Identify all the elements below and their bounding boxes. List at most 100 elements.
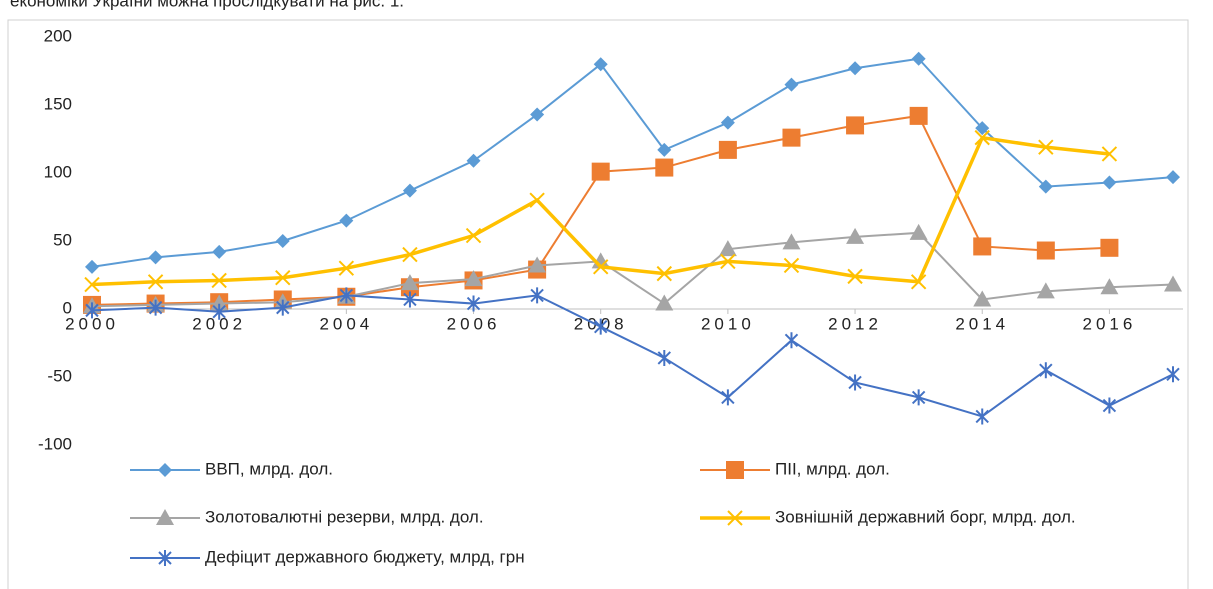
marker [911, 51, 926, 66]
marker [158, 550, 172, 566]
x-tick-label: 2010 [701, 314, 755, 333]
marker [973, 290, 992, 307]
y-tick-label: 50 [53, 230, 72, 249]
legend-item: ПІІ, млрд. дол. [700, 459, 890, 479]
marker [1036, 282, 1055, 299]
marker [721, 389, 735, 406]
marker [1100, 238, 1119, 257]
marker [848, 61, 863, 76]
marker [782, 233, 801, 250]
marker [591, 162, 610, 181]
marker [726, 461, 744, 479]
marker [975, 408, 989, 425]
y-tick-label: 100 [44, 162, 72, 181]
x-tick-label: 2016 [1082, 314, 1136, 333]
marker [276, 299, 290, 316]
marker [848, 374, 862, 391]
marker [718, 140, 737, 159]
marker [466, 153, 481, 168]
marker [1036, 241, 1055, 260]
marker [528, 256, 547, 273]
marker [1166, 170, 1180, 185]
legend-item: Дефіцит державного бюджету, млрд, грн [130, 547, 525, 566]
series-line [91, 114, 1110, 306]
marker [1102, 175, 1117, 190]
y-tick-label: 0 [63, 298, 72, 317]
marker [655, 158, 674, 177]
marker [974, 129, 990, 146]
marker [655, 294, 674, 311]
marker [211, 272, 227, 289]
marker [909, 106, 928, 125]
marker [1039, 362, 1053, 379]
marker [212, 303, 226, 320]
marker [1038, 139, 1054, 155]
marker [909, 223, 928, 240]
marker [530, 107, 545, 122]
marker [657, 349, 672, 366]
marker [592, 259, 609, 275]
marker [339, 213, 354, 228]
marker [530, 287, 544, 304]
marker [657, 142, 672, 157]
legend-label: ПІІ, млрд. дол. [775, 459, 890, 478]
marker [400, 274, 419, 291]
marker [1101, 146, 1118, 162]
marker [1164, 275, 1182, 292]
series-line [91, 231, 1174, 308]
marker [1038, 179, 1053, 194]
marker [148, 299, 163, 316]
series-line [91, 294, 1174, 418]
marker [85, 302, 99, 319]
legend-label: Зовнішній державний борг, млрд. дол. [775, 507, 1076, 526]
marker [147, 274, 164, 290]
marker [783, 257, 800, 274]
marker [464, 270, 483, 287]
marker [466, 295, 481, 312]
marker [1166, 366, 1180, 383]
x-tick-label: 2014 [955, 314, 1009, 333]
x-tick-label: 2000 [65, 314, 119, 333]
legend-item: ВВП, млрд. дол. [130, 459, 333, 478]
legend-item: Золотовалютні резерви, млрд. дол. [130, 507, 484, 526]
marker [846, 227, 865, 244]
marker [784, 77, 799, 92]
marker [784, 332, 799, 349]
y-tick-label: 150 [44, 94, 72, 113]
marker [275, 270, 291, 286]
legend-label: Золотовалютні резерви, млрд. дол. [205, 507, 484, 526]
y-tick-label: 200 [44, 26, 72, 45]
marker [339, 287, 354, 304]
marker [1100, 278, 1119, 295]
marker [402, 183, 417, 198]
marker [85, 259, 99, 274]
marker [656, 265, 673, 282]
marker [720, 115, 735, 130]
x-tick-label: 2012 [828, 314, 882, 333]
marker [847, 268, 863, 285]
legend-item: Зовнішній державний борг, млрд. дол. [700, 507, 1076, 526]
marker [338, 260, 355, 276]
marker [593, 57, 608, 72]
marker [158, 463, 172, 477]
marker [212, 244, 227, 259]
legend-label: ВВП, млрд. дол. [205, 459, 333, 478]
marker [402, 246, 418, 263]
marker [148, 250, 163, 265]
marker [1102, 397, 1117, 414]
marker [275, 234, 290, 248]
marker [529, 192, 545, 208]
marker [403, 291, 417, 308]
marker [973, 237, 992, 256]
marker [156, 509, 174, 525]
marker [846, 116, 865, 135]
marker [593, 318, 608, 335]
series-line [91, 57, 1174, 268]
marker [975, 121, 990, 136]
chart-border [7, 19, 1189, 589]
marker [718, 240, 737, 257]
x-tick-label: 2004 [319, 314, 373, 333]
legend-label: Дефіцит державного бюджету, млрд, грн [205, 547, 525, 566]
marker [465, 227, 482, 244]
